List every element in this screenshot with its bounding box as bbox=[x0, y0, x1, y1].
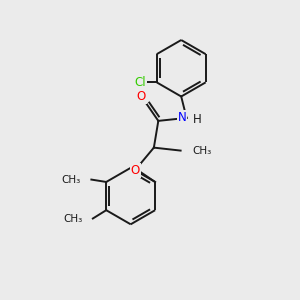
Text: CH₃: CH₃ bbox=[62, 175, 81, 184]
Text: CH₃: CH₃ bbox=[192, 146, 211, 156]
Text: Cl: Cl bbox=[134, 76, 146, 89]
Text: O: O bbox=[137, 90, 146, 103]
Text: H: H bbox=[193, 113, 201, 126]
Text: N: N bbox=[178, 111, 187, 124]
Text: CH₃: CH₃ bbox=[63, 214, 82, 224]
Text: O: O bbox=[131, 164, 140, 177]
